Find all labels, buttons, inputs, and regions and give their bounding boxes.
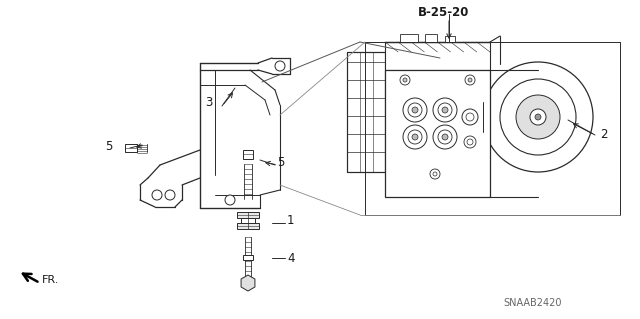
Circle shape: [466, 113, 474, 121]
Circle shape: [400, 75, 410, 85]
Polygon shape: [241, 275, 255, 291]
Circle shape: [412, 134, 418, 140]
Circle shape: [430, 169, 440, 179]
Circle shape: [412, 107, 418, 113]
Circle shape: [408, 103, 422, 117]
Text: 5: 5: [105, 140, 113, 153]
Text: FR.: FR.: [42, 275, 60, 285]
Circle shape: [403, 98, 427, 122]
Circle shape: [516, 95, 560, 139]
Circle shape: [275, 61, 285, 71]
Circle shape: [433, 125, 457, 149]
Circle shape: [408, 130, 422, 144]
Bar: [425, 34, 437, 42]
Text: 3: 3: [205, 95, 212, 108]
Circle shape: [438, 103, 452, 117]
Bar: [237, 212, 259, 218]
Circle shape: [500, 79, 576, 155]
Text: 5: 5: [277, 155, 284, 168]
Circle shape: [165, 190, 175, 200]
Circle shape: [464, 136, 476, 148]
Circle shape: [467, 139, 473, 145]
Text: 1: 1: [287, 213, 294, 226]
Bar: [400, 34, 418, 42]
Circle shape: [438, 130, 452, 144]
Circle shape: [403, 125, 427, 149]
Circle shape: [442, 107, 448, 113]
Circle shape: [433, 98, 457, 122]
Bar: [445, 36, 455, 42]
Circle shape: [403, 78, 407, 82]
Circle shape: [530, 109, 546, 125]
Circle shape: [462, 109, 478, 125]
Text: B-25-20: B-25-20: [418, 5, 469, 19]
Circle shape: [483, 62, 593, 172]
Circle shape: [535, 114, 541, 120]
Text: SNAAB2420: SNAAB2420: [503, 298, 561, 308]
Polygon shape: [347, 52, 385, 172]
Bar: [237, 223, 259, 229]
Circle shape: [225, 195, 235, 205]
Circle shape: [468, 78, 472, 82]
Circle shape: [433, 172, 437, 176]
Bar: [241, 218, 255, 223]
Text: 2: 2: [600, 129, 607, 142]
Bar: [243, 150, 253, 159]
Bar: [385, 42, 490, 70]
Text: 4: 4: [287, 251, 294, 264]
Circle shape: [465, 75, 475, 85]
Bar: [243, 255, 253, 260]
Circle shape: [152, 190, 162, 200]
Bar: [385, 70, 490, 197]
Circle shape: [442, 134, 448, 140]
Bar: [125, 144, 137, 152]
